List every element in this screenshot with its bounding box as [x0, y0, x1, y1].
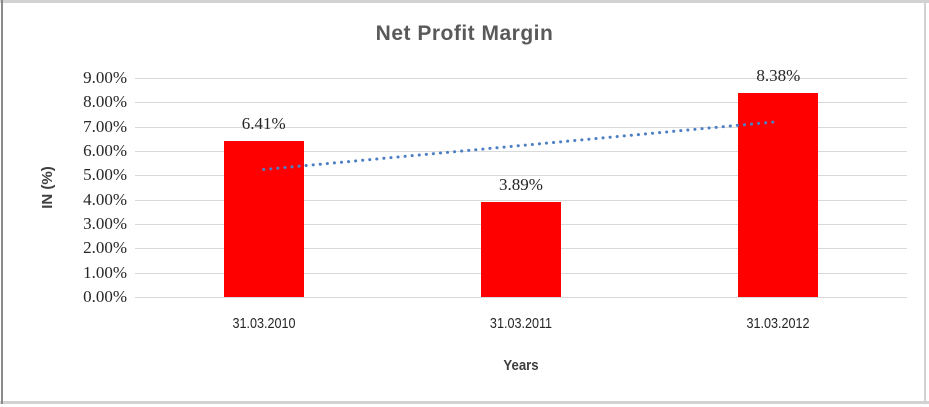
y-gridline — [135, 102, 907, 104]
bar-31.03.2012 — [738, 93, 819, 297]
y-tick-label: 2.00% — [83, 238, 127, 258]
y-tick-label: 0.00% — [83, 287, 127, 306]
y-tick-label: 6.00% — [83, 141, 127, 160]
y-tick-label: 4.00% — [83, 189, 127, 209]
bar-31.03.2011 — [481, 202, 561, 297]
bar-value-label: 3.89% — [499, 175, 543, 195]
y-axis-title: IN (%) — [36, 78, 58, 297]
y-gridline — [135, 78, 907, 79]
y-tick-label: 7.00% — [83, 116, 127, 136]
frame-border-left — [1, 0, 3, 404]
bar-31.03.2010 — [223, 141, 304, 297]
y-gridline — [135, 199, 907, 201]
y-axis-title-text: IN (%) — [38, 166, 56, 209]
x-axis-title: Years — [135, 357, 907, 374]
chart-title: Net Profit Margin — [375, 22, 554, 45]
x-tick-label: 31.03.2010 — [232, 315, 296, 332]
bar-value-label: 6.41% — [241, 114, 286, 134]
y-tick-label: 9.00% — [83, 68, 127, 87]
y-tick-label: 8.00% — [83, 92, 127, 112]
y-tick-label: 5.00% — [83, 165, 127, 185]
y-gridline — [135, 175, 907, 177]
x-tick-label: 31.03.2012 — [746, 315, 810, 332]
frame-border-top — [0, 0, 929, 3]
y-tick-label: 3.00% — [83, 214, 127, 233]
x-tick-label: 31.03.2011 — [489, 315, 553, 332]
y-gridline — [135, 297, 907, 298]
x-axis-title-text: Years — [503, 357, 539, 374]
frame-border-bottom — [0, 401, 929, 404]
frame-border-right — [924, 0, 926, 404]
y-tick-label: 1.00% — [83, 262, 127, 282]
bar-value-label: 8.38% — [756, 66, 801, 86]
